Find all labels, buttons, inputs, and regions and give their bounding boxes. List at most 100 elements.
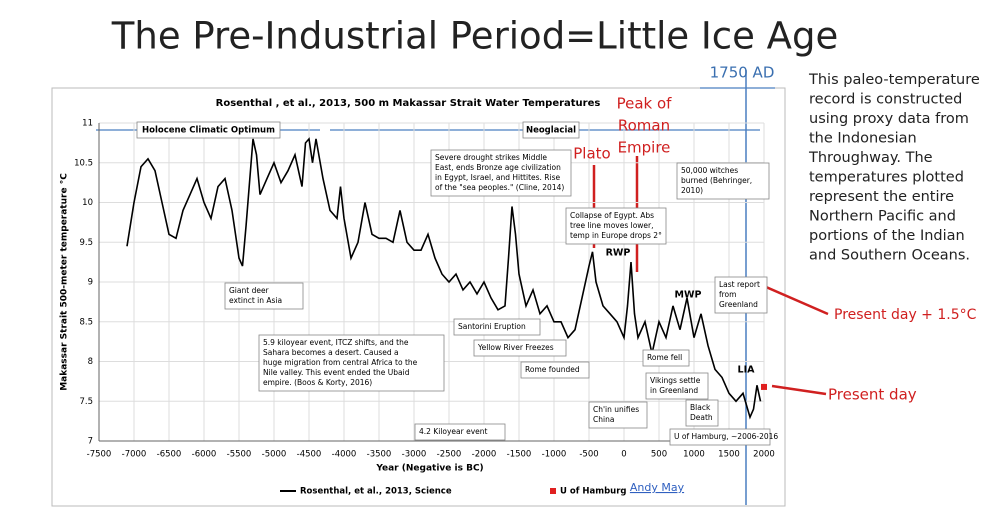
x-tick-label: -4000 (332, 450, 357, 460)
side-text: using proxy data from (809, 111, 969, 127)
chart-title: Rosenthal , et al., 2013, 500 m Makassar… (216, 98, 601, 109)
x-tick-label: 1000 (683, 450, 705, 460)
annotation-text: Rome fell (647, 353, 682, 362)
annotation-text: empire. (Boos & Korty, 2016) (263, 378, 372, 387)
legend-label: Rosenthal, et al., 2013, Science (300, 487, 452, 497)
x-tick-label: 1500 (718, 450, 740, 460)
x-tick-label: 500 (651, 450, 667, 460)
annotation-box (453, 318, 541, 336)
period-name: RWP (606, 248, 631, 259)
side-text: portions of the Indian (809, 228, 965, 244)
annotation-text: Giant deer (229, 286, 270, 295)
annotation-text: Severe drought strikes Middle (435, 153, 547, 162)
x-tick-label: -7000 (122, 450, 147, 460)
annotation-text: Nile valley. This event ended the Ubaid (263, 368, 410, 377)
annotation-box (645, 372, 709, 400)
annotation-text: Vikings settle (650, 376, 701, 385)
annotation-text: Yellow River Freezes (477, 343, 554, 352)
annotation-text: U of Hamburg, ~2006-2016 (674, 432, 778, 441)
annotation-box (414, 423, 506, 441)
period-label: Holocene Climatic Optimum (142, 126, 275, 136)
annotation-box (714, 276, 768, 314)
annotation-text: Greenland (719, 300, 758, 309)
annotation-text: Santorini Eruption (458, 322, 526, 331)
annotation-text: of the "sea peoples." (Cline, 2014) (435, 183, 564, 192)
annotation-box (676, 162, 770, 200)
annotation-box (224, 282, 304, 310)
annotation-box (430, 149, 572, 197)
credit: Andy May (630, 481, 685, 494)
x-tick-label: -7500 (87, 450, 112, 460)
annotation-text: extinct in Asia (229, 296, 282, 305)
annotation-box (565, 207, 667, 245)
red-label: Empire (618, 139, 671, 157)
x-tick-label: -6500 (157, 450, 182, 460)
side-text: Throughway. The (808, 150, 933, 166)
x-tick-label: -3000 (402, 450, 427, 460)
legend-swatch (550, 488, 556, 494)
red-label: Present day + 1.5°C (834, 307, 977, 323)
annotation-box (520, 361, 590, 379)
annotation-text: Death (690, 413, 713, 422)
annotation-text: 2010) (681, 186, 703, 195)
x-tick-label: -1000 (542, 450, 567, 460)
annotation-text: Sahara becomes a desert. Caused a (263, 348, 399, 357)
legend-label: U of Hamburg (560, 487, 626, 497)
y-axis-label: Makassar Strait 500-meter temperature °C (60, 173, 70, 391)
red-label: Present day (828, 386, 917, 404)
data-point (761, 383, 767, 390)
side-text: the Indonesian (809, 131, 917, 147)
annotation-text: from (719, 290, 736, 299)
period-label: Neoglacial (526, 126, 576, 136)
annotation-text: Ch'in unifies (593, 405, 639, 414)
annotation-text: 4.2 Kiloyear event (419, 427, 488, 436)
x-tick-label: -1500 (507, 450, 532, 460)
side-text: record is constructed (809, 92, 962, 108)
red-label: Plato (573, 145, 610, 163)
annotation-text: temp in Europe drops 2° (570, 231, 662, 240)
marker-label: 1750 AD (710, 64, 775, 82)
red-label: Peak of (617, 95, 673, 113)
annotation-box (642, 349, 690, 367)
y-tick-label: 7 (88, 437, 93, 447)
x-tick-label: 0 (621, 450, 626, 460)
annotation-box (588, 401, 648, 429)
slide-title: The Pre-Industrial Period=Little Ice Age (111, 15, 838, 58)
period-name: LIA (738, 365, 756, 376)
period-box (136, 121, 281, 139)
annotation-text: 5.9 kiloyear event, ITCZ shifts, and the (263, 338, 409, 347)
annotation-text: tree line moves lower, (570, 221, 654, 230)
x-tick-label: -500 (579, 450, 598, 460)
annotation-text: Collapse of Egypt. Abs (570, 211, 654, 220)
red-label: Roman (618, 117, 670, 135)
x-tick-label: -6000 (192, 450, 217, 460)
y-tick-label: 8.5 (79, 317, 93, 327)
annotation-text: in Greenland (650, 386, 698, 395)
annotation-text: China (593, 415, 614, 424)
x-tick-label: 2000 (753, 450, 775, 460)
side-text: and Southern Oceans. (809, 248, 970, 264)
x-tick-label: -2000 (472, 450, 497, 460)
annotation-box (473, 339, 567, 357)
annotation-text: in Egypt, Israel, and Hittites. Rise (435, 173, 561, 182)
period-box (522, 121, 580, 139)
annotation-text: Black (690, 403, 711, 412)
annotation-box (258, 334, 445, 392)
annotation-box (669, 428, 771, 446)
annotation-text: burned (Behringer, (681, 176, 752, 185)
y-tick-label: 10 (82, 198, 93, 208)
side-text: represent the entire (809, 189, 954, 205)
annotation-text: huge migration from central Africa to th… (263, 358, 418, 367)
x-tick-label: -2500 (437, 450, 462, 460)
y-tick-label: 7.5 (79, 397, 93, 407)
x-tick-label: -3500 (367, 450, 392, 460)
y-tick-label: 9 (88, 278, 93, 288)
annotation-text: Last report (719, 280, 760, 289)
x-tick-label: -5000 (262, 450, 287, 460)
annotation-box (685, 399, 719, 427)
y-tick-label: 9.5 (79, 238, 93, 248)
annotation-text: 50,000 witches (681, 166, 738, 175)
x-tick-label: -4500 (297, 450, 322, 460)
